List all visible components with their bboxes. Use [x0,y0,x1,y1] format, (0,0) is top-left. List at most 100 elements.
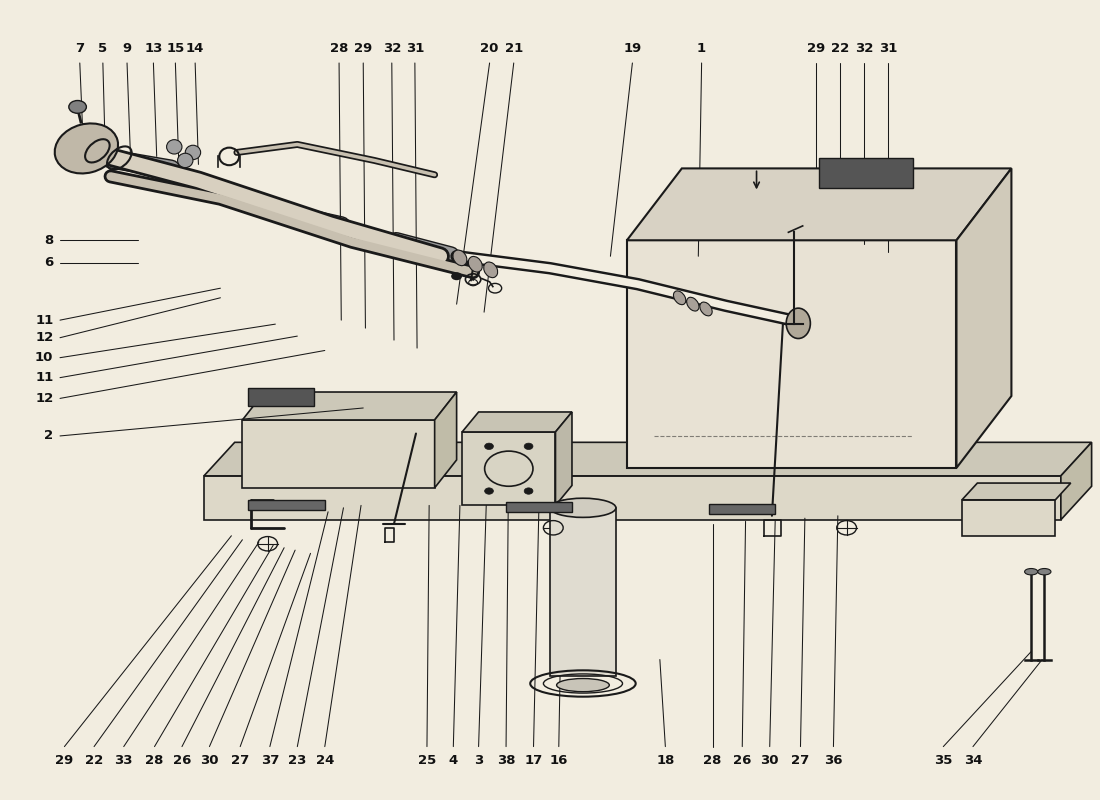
Polygon shape [248,500,324,510]
Text: 20: 20 [481,42,498,55]
Ellipse shape [702,299,725,310]
Text: 32: 32 [855,42,873,55]
Text: 24: 24 [316,754,334,767]
Text: 5: 5 [98,42,108,55]
Ellipse shape [1037,569,1050,575]
Text: 2: 2 [44,430,54,442]
Text: 29: 29 [806,42,825,55]
Ellipse shape [306,214,333,228]
Text: 13: 13 [144,42,163,55]
Text: 1: 1 [697,42,706,55]
Text: 4: 4 [449,754,458,767]
Circle shape [485,488,494,494]
Polygon shape [962,500,1055,536]
Text: 14: 14 [186,42,205,55]
Ellipse shape [673,291,685,305]
Text: 31: 31 [879,42,898,55]
Text: 21: 21 [505,42,522,55]
Text: 26: 26 [173,754,191,767]
Polygon shape [556,412,572,506]
Text: 29: 29 [354,42,373,55]
Text: 27: 27 [791,754,810,767]
Text: 17: 17 [525,754,542,767]
Text: 16: 16 [550,754,568,767]
Polygon shape [462,432,556,506]
Ellipse shape [177,154,192,168]
Text: 26: 26 [733,754,751,767]
Ellipse shape [557,678,609,692]
Text: 18: 18 [657,754,674,767]
Text: 23: 23 [288,754,307,767]
Polygon shape [1060,442,1091,520]
Text: 3: 3 [474,754,483,767]
Ellipse shape [55,123,118,174]
Text: 22: 22 [830,42,849,55]
Ellipse shape [113,155,144,169]
Ellipse shape [1024,569,1037,575]
Text: 36: 36 [824,754,843,767]
Polygon shape [820,158,913,188]
Ellipse shape [292,211,319,225]
Ellipse shape [185,146,200,160]
Ellipse shape [390,236,416,248]
Circle shape [525,488,533,494]
Text: 12: 12 [35,331,54,344]
Ellipse shape [431,246,456,259]
Ellipse shape [469,257,482,272]
Polygon shape [462,412,572,432]
Text: 30: 30 [760,754,779,767]
Ellipse shape [720,302,745,314]
Ellipse shape [550,498,616,518]
Ellipse shape [277,208,305,222]
Text: 35: 35 [934,754,953,767]
Text: 30: 30 [200,754,219,767]
Polygon shape [506,502,572,512]
Ellipse shape [101,153,132,167]
Text: 9: 9 [122,42,132,55]
Polygon shape [710,504,776,514]
Text: 19: 19 [624,42,641,55]
Polygon shape [242,420,434,488]
Text: 6: 6 [44,256,54,269]
Ellipse shape [453,250,466,266]
Text: 28: 28 [330,42,349,55]
Ellipse shape [150,161,180,175]
Text: 29: 29 [55,754,74,767]
Text: 11: 11 [35,371,54,384]
Ellipse shape [320,218,348,231]
Polygon shape [627,169,1011,240]
Circle shape [525,443,533,450]
Polygon shape [962,483,1070,500]
Text: 33: 33 [114,754,133,767]
Text: 38: 38 [497,754,515,767]
Text: 31: 31 [406,42,425,55]
Ellipse shape [404,239,429,252]
Polygon shape [627,240,957,468]
Ellipse shape [740,306,763,317]
Polygon shape [204,442,1091,476]
Text: 32: 32 [383,42,402,55]
Ellipse shape [484,262,497,278]
Text: 11: 11 [35,314,54,326]
Text: 10: 10 [35,351,54,364]
Text: 8: 8 [44,234,54,246]
Text: 37: 37 [261,754,279,767]
Ellipse shape [166,140,182,154]
Polygon shape [204,476,1060,520]
Ellipse shape [700,302,712,316]
Polygon shape [242,392,456,420]
Circle shape [485,443,494,450]
Polygon shape [248,388,314,406]
Ellipse shape [786,308,811,338]
Polygon shape [434,392,456,488]
Text: 12: 12 [35,392,54,405]
Ellipse shape [759,310,783,321]
Text: 7: 7 [75,42,85,55]
Polygon shape [957,169,1011,468]
Bar [550,508,616,675]
Text: 25: 25 [418,754,436,767]
Text: 22: 22 [85,754,103,767]
Ellipse shape [125,157,156,171]
Text: 34: 34 [964,754,982,767]
Circle shape [69,101,87,114]
